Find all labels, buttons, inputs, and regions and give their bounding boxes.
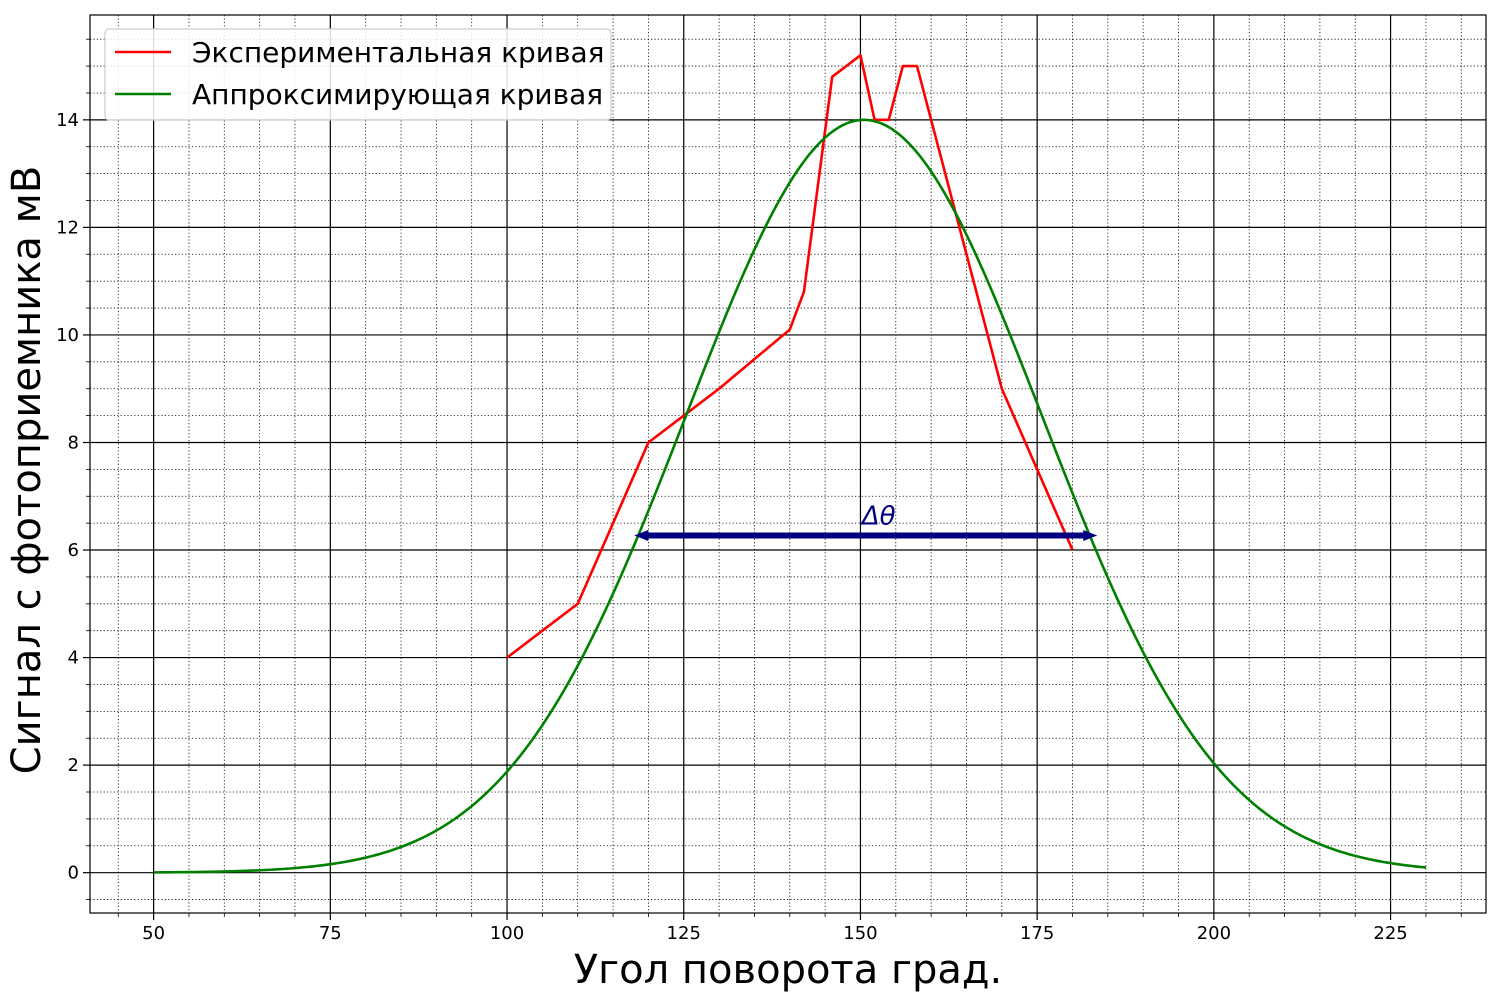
y-tick-label: 8 bbox=[68, 432, 79, 453]
y-tick-label: 4 bbox=[68, 648, 79, 669]
x-axis-label: Угол поворота град. bbox=[574, 947, 1003, 993]
series-line-approximation bbox=[153, 118, 1427, 874]
legend-entry-label: Аппроксимирующая кривая bbox=[192, 78, 603, 111]
major-grid bbox=[90, 15, 1486, 913]
y-tick-label: 6 bbox=[68, 540, 79, 561]
y-tick-label: 14 bbox=[56, 110, 79, 131]
annotation-layer: Δθ bbox=[634, 502, 1098, 542]
y-tick-label: 2 bbox=[68, 755, 79, 776]
y-tick-label: 10 bbox=[56, 325, 79, 346]
series-line-experimental bbox=[506, 54, 1074, 659]
x-tick-label: 175 bbox=[1020, 923, 1054, 944]
plot-frame bbox=[89, 14, 1487, 914]
x-tick-label: 100 bbox=[490, 923, 524, 944]
x-tick-label: 75 bbox=[319, 923, 342, 944]
y-tick-label: 0 bbox=[68, 863, 79, 884]
delta-theta-arrow-right-head bbox=[1083, 530, 1098, 542]
ticks-layer: 50 75 100 125 150 175 200 225 0 2 4 6 8 10 12 14 bbox=[56, 38, 1462, 944]
delta-theta-label: Δθ bbox=[860, 502, 896, 532]
x-tick-label: 125 bbox=[667, 923, 701, 944]
x-tick-label: 200 bbox=[1197, 923, 1231, 944]
legend-box bbox=[104, 28, 612, 121]
y-axis-label: Сигнал с фотоприемника мВ bbox=[4, 166, 50, 775]
legend-entry-label: Экспериментальная кривая bbox=[192, 36, 604, 69]
series-layer bbox=[153, 54, 1427, 874]
minor-grid bbox=[90, 15, 1486, 913]
y-tick-label: 12 bbox=[56, 217, 79, 238]
x-tick-label: 225 bbox=[1373, 923, 1407, 944]
x-tick-label: 150 bbox=[843, 923, 877, 944]
delta-theta-arrow-left-head bbox=[634, 530, 649, 542]
legend: Экспериментальная кривая Аппроксимирующая… bbox=[104, 28, 612, 121]
x-tick-label: 50 bbox=[142, 923, 165, 944]
